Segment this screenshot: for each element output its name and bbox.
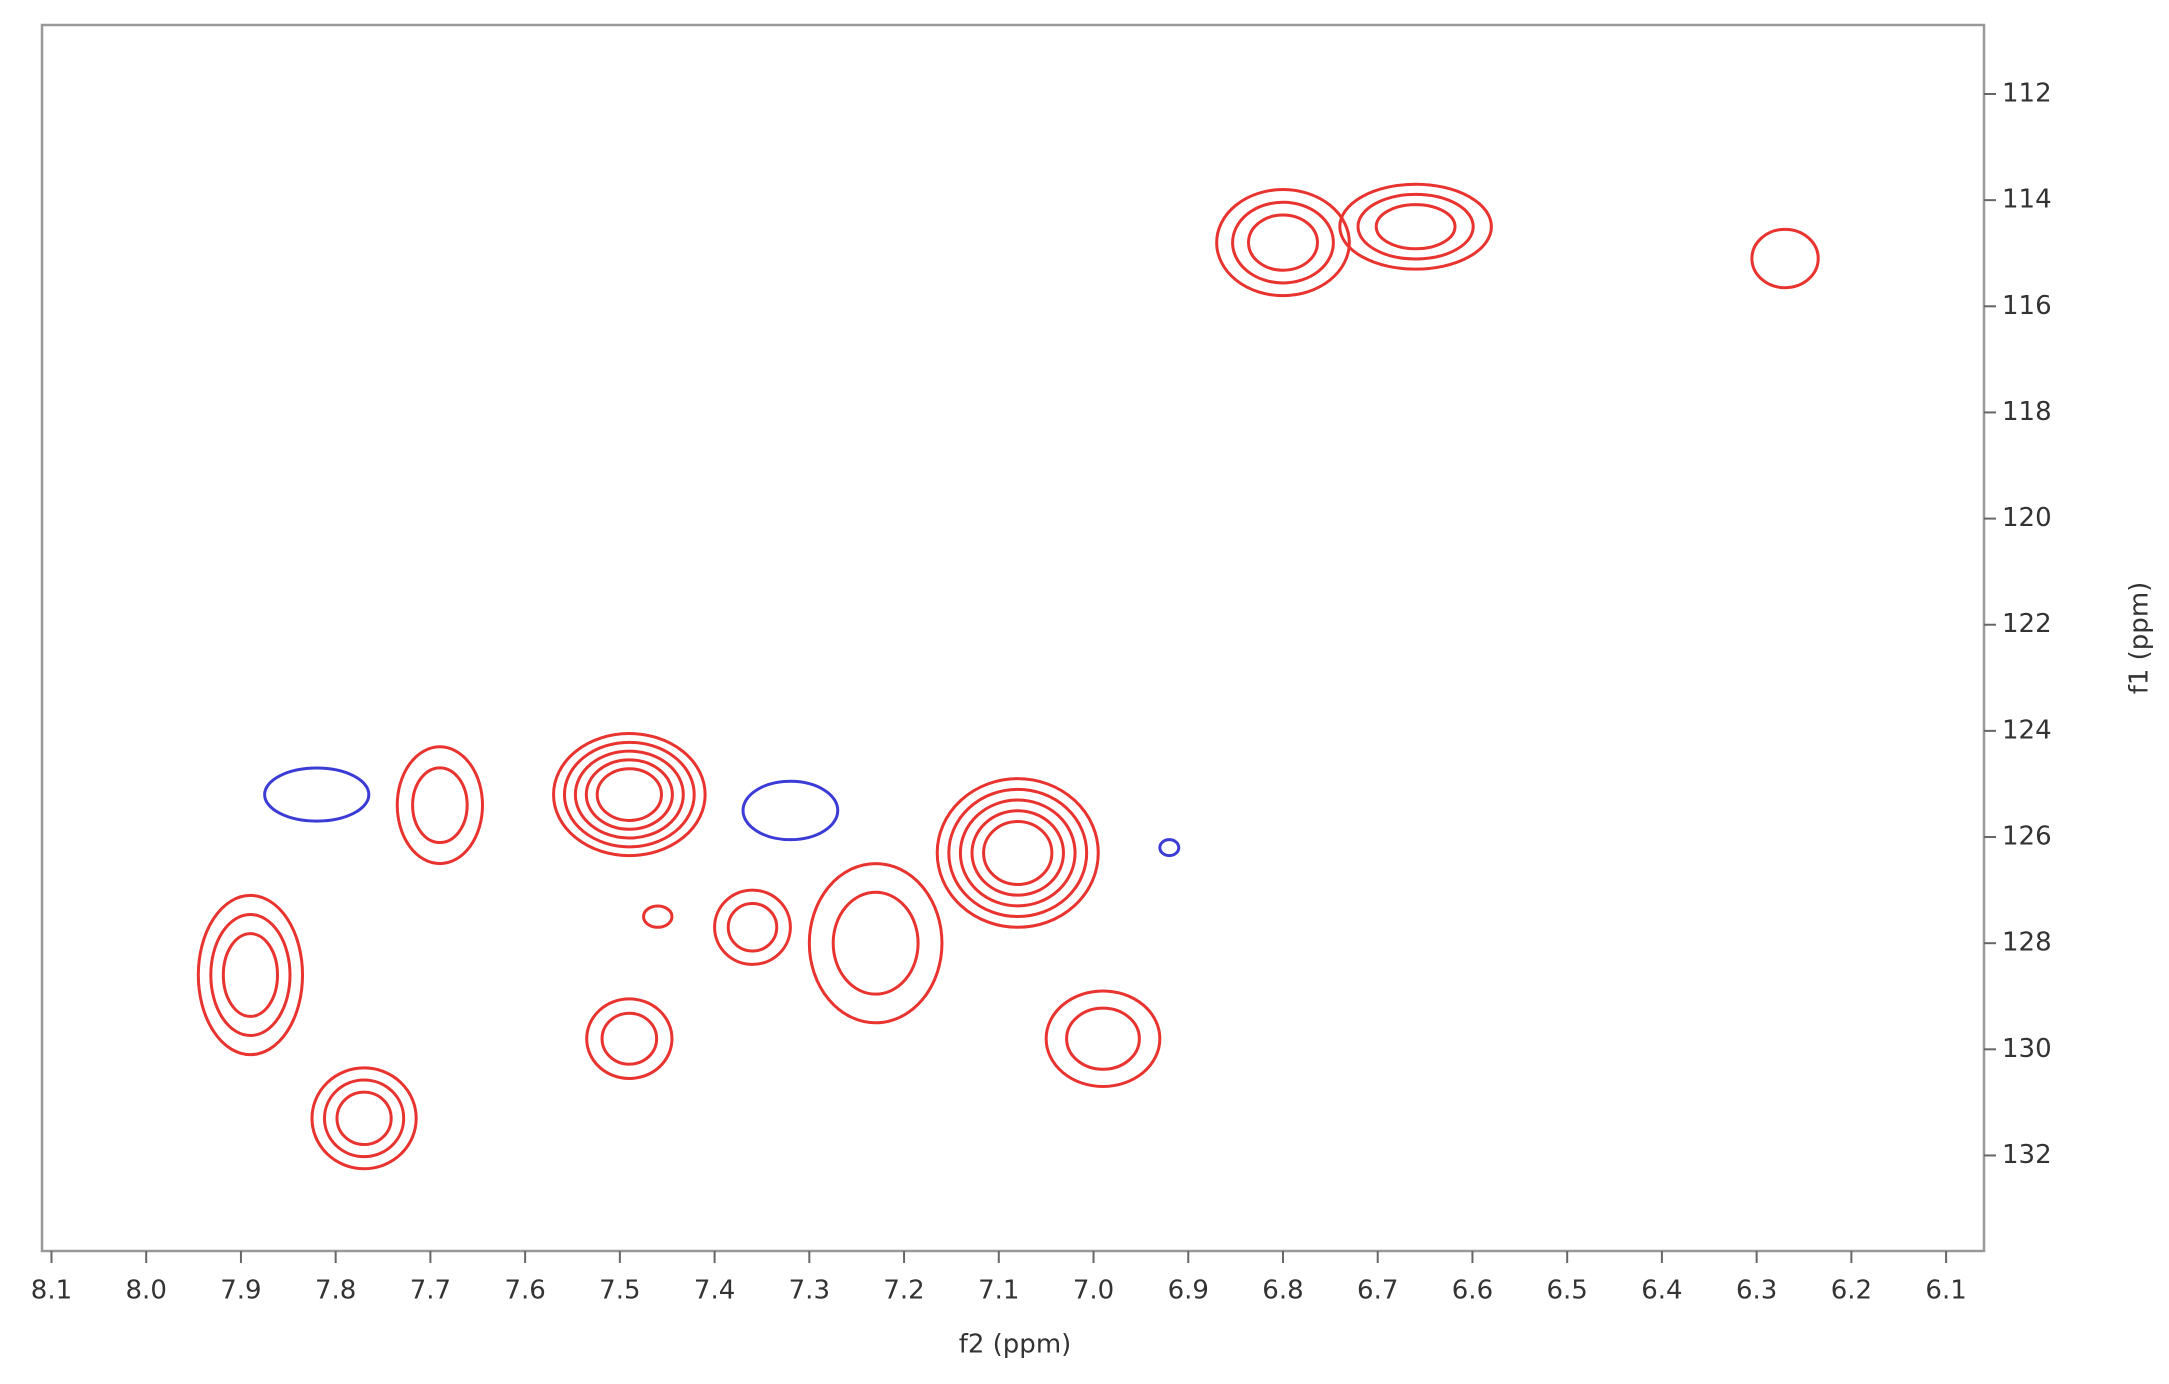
contour-ring [958, 798, 1077, 908]
y-tick-label: 132 [2002, 1140, 2052, 1170]
x-tick-label: 7.2 [883, 1276, 924, 1306]
y-tick-label: 120 [2002, 503, 2052, 533]
contour-ring [726, 901, 779, 953]
x-tick-label: 6.5 [1547, 1276, 1588, 1306]
contour-ring [1247, 213, 1319, 272]
x-tick-label: 6.4 [1641, 1276, 1682, 1306]
contour-ring [713, 888, 792, 966]
x-tick-label: 7.8 [315, 1276, 356, 1306]
contour-ring [584, 758, 674, 831]
contour-ring [335, 1090, 393, 1147]
x-tick-label: 8.0 [126, 1276, 167, 1306]
plot-frame [40, 23, 1986, 1253]
x-tick-label: 7.4 [694, 1276, 735, 1306]
contour-ring [322, 1078, 406, 1159]
contour-ring [982, 819, 1054, 886]
y-tick-label: 112 [2002, 78, 2052, 108]
contour-ring [807, 862, 944, 1025]
x-tick-label: 6.2 [1831, 1276, 1872, 1306]
contour-ring [1065, 1006, 1141, 1071]
contour-ring [1356, 192, 1475, 261]
contour-ring [395, 745, 485, 866]
x-tick-label: 7.9 [220, 1276, 261, 1306]
x-tick-label: 6.8 [1262, 1276, 1303, 1306]
contour-ring [585, 997, 674, 1081]
contour-ring [741, 779, 840, 842]
x-tick-label: 7.5 [599, 1276, 640, 1306]
contour-ring [552, 732, 707, 858]
x-tick-label: 6.3 [1736, 1276, 1777, 1306]
contour-ring [831, 890, 920, 996]
contour-ring [562, 740, 696, 849]
contour-ring [600, 1011, 659, 1066]
x-tick-label: 7.6 [504, 1276, 545, 1306]
y-tick-label: 124 [2002, 715, 2052, 745]
y-tick-label: 128 [2002, 928, 2052, 958]
contour-ring [573, 749, 685, 840]
y-tick-label: 116 [2002, 291, 2052, 321]
x-tick-label: 7.3 [789, 1276, 830, 1306]
contour-ring [970, 809, 1065, 897]
contour-ring [1750, 227, 1820, 290]
x-tick-label: 7.7 [410, 1276, 451, 1306]
x-tick-label: 8.1 [31, 1276, 72, 1306]
y-tick-label: 118 [2002, 397, 2052, 427]
contour-ring [1338, 182, 1493, 271]
contour-ring [263, 766, 371, 823]
y-axis-label: f1 (ppm) [2125, 582, 2155, 695]
contour-ring [221, 932, 280, 1018]
contour-ring [935, 777, 1100, 929]
x-tick-label: 6.6 [1452, 1276, 1493, 1306]
contour-ring [642, 904, 674, 929]
contour-ring [1374, 203, 1457, 251]
x-axis-label: f2 (ppm) [959, 1330, 1072, 1360]
contour-ring [1044, 989, 1162, 1088]
y-tick-label: 122 [2002, 609, 2052, 639]
contour-ring [595, 767, 663, 822]
contour-ring [196, 893, 305, 1057]
x-tick-label: 7.1 [978, 1276, 1019, 1306]
contour-ring [209, 913, 292, 1038]
contour-ring [1215, 188, 1351, 298]
contour-ring [1158, 838, 1181, 858]
contour-ring [310, 1066, 418, 1171]
x-tick-label: 6.9 [1168, 1276, 1209, 1306]
contour-ring [411, 766, 469, 845]
contour-ring [947, 787, 1089, 919]
y-tick-label: 126 [2002, 822, 2052, 852]
y-tick-label: 130 [2002, 1034, 2052, 1064]
x-tick-label: 6.1 [1925, 1276, 1966, 1306]
y-tick-label: 114 [2002, 185, 2052, 215]
x-tick-label: 6.7 [1357, 1276, 1398, 1306]
contour-ring [1231, 200, 1335, 285]
x-tick-label: 7.0 [1073, 1276, 1114, 1306]
